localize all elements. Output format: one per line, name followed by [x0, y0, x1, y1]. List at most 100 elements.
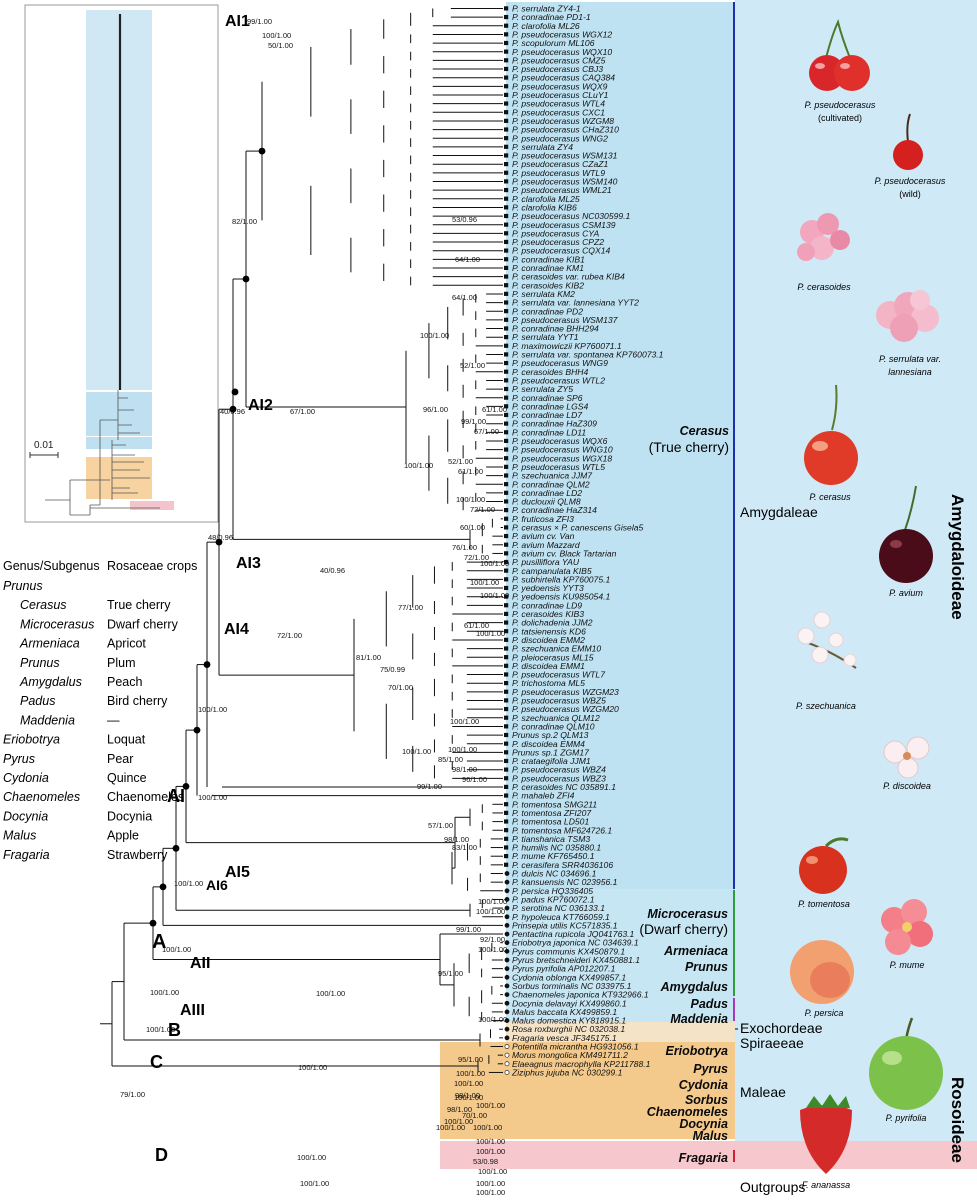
taxon-marker [504, 698, 509, 703]
taxon-marker [504, 274, 509, 279]
support-label: 98/1.00 [452, 765, 477, 774]
taxon-marker [504, 620, 509, 625]
taxon-marker [504, 213, 509, 219]
taxon-label: P. pseudocerasus CYA [512, 228, 600, 238]
taxon-marker [504, 1035, 510, 1041]
taxon-marker [504, 153, 509, 158]
legend-crop: Loquat [107, 733, 146, 747]
taxon-label: P. pseudocerasus CXC1 [512, 107, 605, 117]
clade-d: D [155, 1145, 168, 1165]
support-label: 100/1.00 [470, 578, 499, 587]
taxon-marker [504, 352, 509, 357]
taxon-marker [504, 222, 509, 227]
photo-pseudocerasus-wild [893, 113, 923, 170]
taxon-marker [504, 127, 509, 132]
support-label: 64/1.00 [455, 255, 480, 264]
taxon-label: P. conradinae LD11 [512, 427, 586, 437]
legend-genus: Chaenomeles [3, 790, 80, 804]
support-label: 48/0.96 [208, 533, 233, 542]
support-label: 100/1.00 [476, 1101, 505, 1110]
blossom [897, 757, 919, 779]
photo-lannesiana [876, 290, 939, 342]
photo-column: P. pseudocerasus (cultivated) P. pseudocer… [790, 19, 946, 1190]
taxon-marker [504, 456, 509, 461]
taxon-label: P. pseudocerasus CLuY1 [512, 90, 609, 100]
taxon-marker [504, 101, 509, 106]
taxon-label: P. pseudocerasus WTL2 [512, 375, 605, 385]
leaf [824, 837, 849, 848]
taxon-marker [504, 49, 509, 54]
taxon-marker [504, 508, 509, 513]
photo-pseudocerasus-cultivated [809, 19, 870, 91]
taxon-label: P. pseudocerasus WBZ5 [512, 696, 606, 706]
support-label: 61/1.00 [458, 467, 483, 476]
taxon-marker [504, 75, 509, 80]
cherry-wild [893, 140, 923, 170]
taxon-marker [504, 594, 509, 599]
taxon-label: P. mahaleb ZFI4 [512, 791, 575, 801]
taxon-label: Fragaria vesca JF345175.1 [512, 1033, 617, 1043]
node-dot [203, 661, 211, 668]
support-label: 100/1.00 [297, 1153, 326, 1162]
clade-b: B [168, 1020, 181, 1040]
taxon-label: P. dulcis NC 034696.1 [512, 869, 597, 879]
taxon-marker [504, 1018, 510, 1023]
taxon-label: P. clarofolia ML25 [512, 194, 580, 204]
taxon-label: P. pusilliflora YAU [512, 557, 580, 567]
support-label: 99/1.00 [461, 417, 486, 426]
taxon-label: Rosa roxburghii NC 032038.1 [512, 1024, 625, 1034]
support-label: 99/1.00 [247, 17, 272, 26]
node-dot [242, 275, 250, 283]
taxon-label: Pyrus bretschneideri KX450881.1 [512, 955, 640, 965]
cherry-stem [825, 19, 851, 59]
taxon-marker [504, 732, 509, 738]
taxon-label: P. pleiocerasus ML15 [512, 652, 594, 662]
taxon-label: Pyrus pyrifolia AP012207.1 [512, 964, 616, 974]
photo-avium [879, 485, 933, 583]
support-label: 67/1.00 [474, 427, 499, 436]
support-label: 52/1.00 [460, 361, 485, 370]
taxon-label: P. pseudocerasus WNG2 [512, 133, 608, 143]
taxon-label: P. pseudocerasus CBJ3 [512, 64, 603, 74]
photo-cerasoides [797, 213, 850, 261]
taxon-label: P. pseudocerasus WSM140 [512, 177, 618, 187]
photo-mume [881, 899, 933, 955]
taxon-marker [504, 1000, 510, 1006]
taxon-label: P. conradinae HaZ314 [512, 505, 597, 515]
support-label: 100/1.00 [146, 1025, 175, 1034]
taxon-marker [504, 239, 509, 245]
taxon-label: P. cerasoides BHH4 [512, 367, 588, 377]
taxon-label: P. conradinae LD2 [512, 488, 582, 498]
support-label: 98/1.00 [455, 1091, 480, 1100]
taxon-label: P. hypoleuca KT766059.1 [512, 912, 610, 922]
node-dot [193, 726, 201, 734]
legend-genus: Armeniaca [19, 637, 80, 651]
taxon-marker [504, 144, 509, 149]
taxon-label: Chaenomeles japonica KT932966.1 [512, 990, 649, 1000]
node-dot [149, 919, 157, 927]
taxon-label: P. campanulata KIB5 [512, 566, 592, 576]
group-fragaria: Fragaria [679, 1151, 728, 1165]
support-label: 70/1.00 [462, 1111, 487, 1120]
photo-cerasus [804, 384, 858, 485]
taxon-label: P. pseudocerasus CQX14 [512, 246, 610, 256]
photo-caption-cerasus: P. cerasus [809, 492, 851, 502]
taxon-marker [504, 750, 509, 755]
support-label: 100/1.00 [473, 1123, 502, 1132]
photo-note-pseudocerasus-wild: (wild) [899, 189, 921, 199]
legend-crop: Dwarf cherry [107, 617, 179, 631]
taxon-label: P. tomentosa ZFI207 [512, 808, 592, 818]
taxon-marker [504, 84, 509, 89]
taxon-marker [504, 196, 509, 201]
support-label: 100/1.00 [454, 1093, 483, 1102]
taxon-label: P. humilis NC 035880.1 [512, 843, 601, 853]
taxon-label: P. conradinae QLM10 [512, 721, 595, 731]
taxon-label: P. trichostoma ML5 [512, 678, 585, 688]
clade-ai1: AI1 [225, 13, 250, 30]
taxon-marker [504, 948, 510, 954]
taxon-label: P. discoidea EMM4 [512, 739, 585, 749]
taxon-marker [504, 672, 509, 677]
taxon-marker [504, 758, 509, 764]
taxon-label: Elaeagnus macrophylla KP211788.1 [512, 1059, 651, 1069]
taxon-marker [504, 14, 509, 20]
